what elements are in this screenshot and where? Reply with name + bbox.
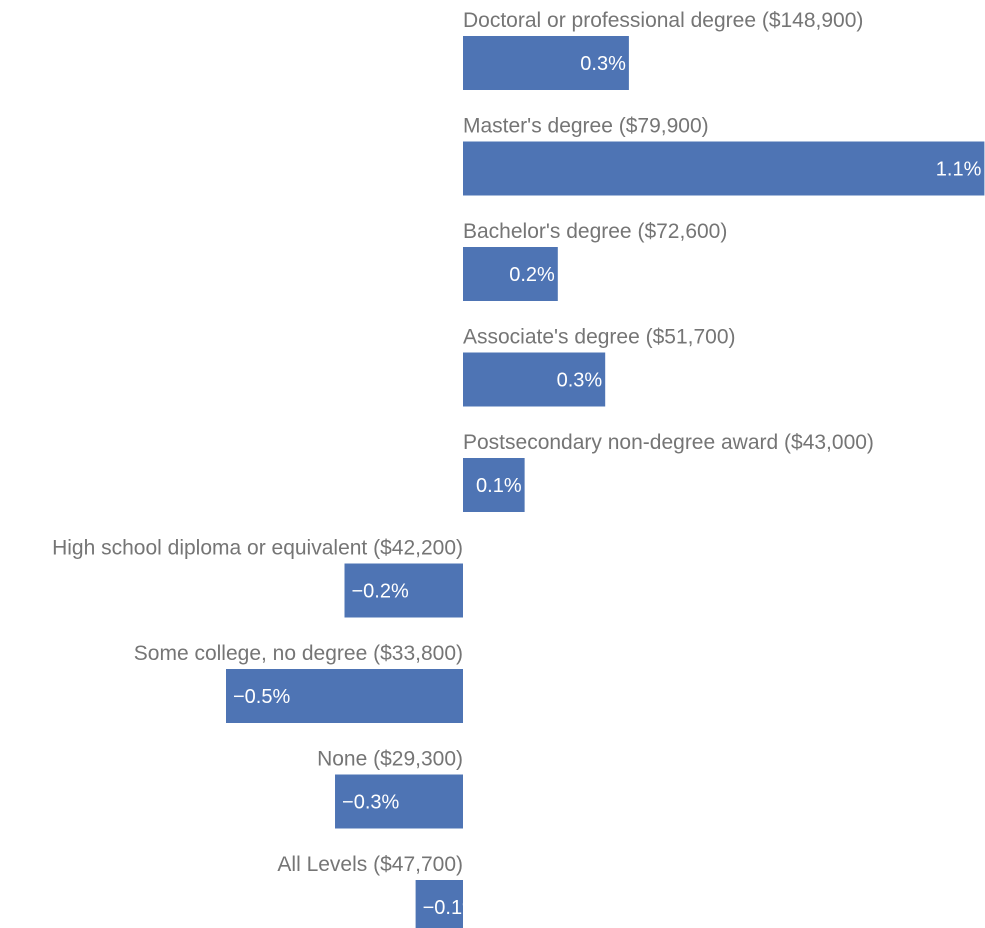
value-label: 1.1% bbox=[936, 159, 982, 181]
category-label: Some college, no degree ($33,800) bbox=[134, 642, 463, 665]
category-label: None ($29,300) bbox=[317, 748, 463, 771]
value-label: 0.3% bbox=[580, 53, 626, 75]
value-label: −0.2% bbox=[352, 581, 409, 603]
category-label: Doctoral or professional degree ($148,90… bbox=[463, 9, 863, 32]
value-label: −0.3% bbox=[342, 792, 399, 814]
category-label: High school diploma or equivalent ($42,2… bbox=[52, 537, 463, 560]
value-label: −0.5% bbox=[233, 686, 290, 708]
value-label: −0.1% bbox=[423, 897, 480, 919]
bar bbox=[415, 880, 463, 928]
bar bbox=[344, 563, 463, 618]
bar bbox=[226, 669, 463, 723]
category-label: Postsecondary non-degree award ($43,000) bbox=[463, 431, 874, 454]
value-label: 0.3% bbox=[557, 370, 603, 392]
category-label: Bachelor's degree ($72,600) bbox=[463, 220, 727, 243]
value-label: 0.2% bbox=[509, 264, 555, 286]
bar bbox=[463, 141, 985, 196]
category-label: Master's degree ($79,900) bbox=[463, 115, 709, 138]
bar bbox=[463, 458, 525, 512]
bar bbox=[463, 36, 629, 90]
category-label: All Levels ($47,700) bbox=[277, 853, 463, 876]
bars-layer: Doctoral or professional degree ($148,90… bbox=[52, 9, 985, 928]
category-label: Associate's degree ($51,700) bbox=[463, 326, 736, 349]
bar bbox=[463, 247, 558, 301]
bar bbox=[335, 774, 463, 829]
bar bbox=[463, 352, 606, 407]
value-label: 0.1% bbox=[476, 475, 522, 497]
